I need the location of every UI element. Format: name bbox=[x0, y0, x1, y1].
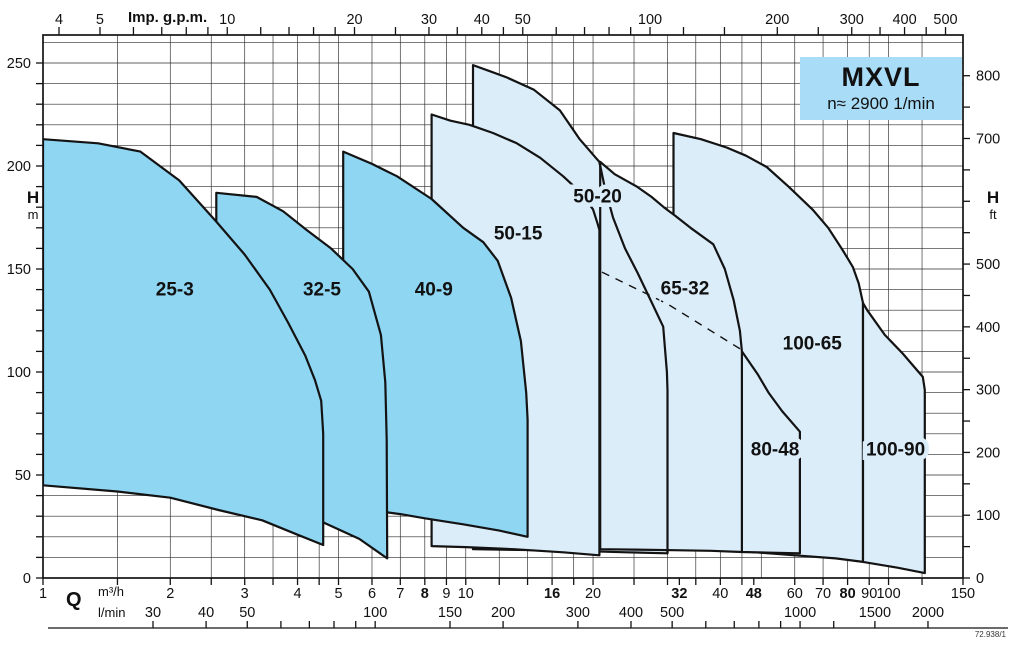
document-reference-code: 72.938/1 bbox=[974, 630, 1006, 639]
bottom-axis-lmin-tick-label: 400 bbox=[619, 605, 643, 621]
envelope-label-50-15: 50-15 bbox=[494, 223, 543, 244]
bottom-axis-m3h-tick-label: 70 bbox=[815, 586, 831, 602]
top-axis-tick-label: 5 bbox=[96, 12, 104, 28]
right-axis-tick-label: 400 bbox=[976, 320, 1000, 336]
left-axis-unit-label: m bbox=[27, 206, 39, 222]
bottom-axis-m3h-tick-label: 1 bbox=[39, 586, 47, 602]
envelope-25-3 bbox=[43, 138, 325, 547]
bottom-axis-lmin-tick-label: 2000 bbox=[912, 605, 944, 621]
right-axis-symbol: H bbox=[986, 188, 1000, 207]
envelope-label-65-32: 65-32 bbox=[661, 278, 710, 299]
bottom-axis-lmin-tick-label: 150 bbox=[438, 605, 462, 621]
top-axis-tick-label: 4 bbox=[55, 12, 63, 28]
bottom-axis-m3h-tick-label: 6 bbox=[368, 586, 376, 602]
left-axis-tick-label: 250 bbox=[7, 56, 31, 72]
bottom-axis-m3h-tick-label: 9 bbox=[442, 586, 450, 602]
bottom-axis-m3h-tick-label: 3 bbox=[241, 586, 249, 602]
envelope-40-9 bbox=[342, 150, 529, 538]
envelope-100-90 bbox=[861, 301, 926, 575]
left-axis-symbol: H bbox=[26, 188, 40, 207]
bottom-axis-lmin-tick-label: 300 bbox=[566, 605, 590, 621]
chart-speed-subtitle: n≈ 2900 1/min bbox=[827, 93, 935, 113]
bottom-axis-m3h-tick-label: 48 bbox=[746, 586, 762, 602]
dashed-guide-line bbox=[601, 271, 746, 353]
bottom-axis-m3h-tick-label: 20 bbox=[585, 586, 601, 602]
bottom-axis-m3h-tick-label: 4 bbox=[293, 586, 301, 602]
bottom-axis-m3h-tick-label: 8 bbox=[421, 586, 429, 602]
right-axis-tick-label: 500 bbox=[976, 257, 1000, 273]
bottom-axis-m3h-tick-label: 2 bbox=[166, 586, 174, 602]
top-axis-tick-label: 200 bbox=[765, 12, 789, 28]
envelope-label-50-20: 50-20 bbox=[573, 187, 622, 208]
bottom-axis-lmin-tick-label: 200 bbox=[491, 605, 515, 621]
bottom-axis-lmin-tick-label: 40 bbox=[198, 605, 214, 621]
title-box-background bbox=[800, 57, 962, 120]
right-axis-tick-label: 100 bbox=[976, 508, 1000, 524]
axis-labels: 4 5 10 20 30 40 50 100 200 300 400 5002502001501005… bbox=[7, 12, 1000, 621]
axis-ticks bbox=[36, 27, 1008, 629]
bottom-axis-lmin-tick-label: 30 bbox=[145, 605, 161, 621]
bottom-axis-lmin-tick-label: 1000 bbox=[784, 605, 816, 621]
bottom-axis-m3h-tick-label: 32 bbox=[671, 586, 687, 602]
top-axis-tick-label: 20 bbox=[346, 12, 362, 28]
top-axis-tick-label: 400 bbox=[892, 12, 916, 28]
top-axis-tick-label: 100 bbox=[638, 12, 662, 28]
envelope-labels: 25-3 32-5 40-9 50-15 50-20 65-32 100-65 80-48 10… bbox=[151, 182, 929, 465]
left-axis-tick-label: 50 bbox=[15, 468, 31, 484]
envelope-label-32-5: 32-5 bbox=[303, 279, 341, 300]
bottom-axis-m3h-tick-label: 5 bbox=[334, 586, 342, 602]
bottom-axis-m3h-tick-label: 16 bbox=[544, 586, 560, 602]
top-axis-tick-label: 50 bbox=[515, 12, 531, 28]
envelope-label-80-48: 80-48 bbox=[751, 440, 800, 461]
bottom-axis-lmin-tick-label: 1500 bbox=[859, 605, 891, 621]
left-axis-tick-label: 100 bbox=[7, 365, 31, 381]
top-axis-tick-label: 30 bbox=[421, 12, 437, 28]
envelope-layer bbox=[43, 63, 926, 575]
envelope-label-100-65: 100-65 bbox=[783, 333, 843, 354]
bottom-axis-m3h-tick-label: 150 bbox=[951, 586, 975, 602]
bottom-axis-m3h-tick-label: 40 bbox=[712, 586, 728, 602]
right-axis-tick-label: 200 bbox=[976, 445, 1000, 461]
chart-title: MXVL bbox=[841, 61, 921, 92]
bottom-axis-lmin-tick-label: 100 bbox=[363, 605, 387, 621]
right-axis-unit: H ft bbox=[976, 188, 1010, 222]
left-axis-tick-label: 200 bbox=[7, 159, 31, 175]
bottom-axis-m3h-tick-label: 7 bbox=[396, 586, 404, 602]
envelope-label-40-9: 40-9 bbox=[415, 279, 453, 300]
bottom-axis-m3h-tick-label: 80 bbox=[840, 586, 856, 602]
right-axis-tick-label: 800 bbox=[976, 69, 1000, 85]
flow-axis-unit-m3h: m³/h bbox=[98, 584, 124, 599]
right-axis-tick-label: 300 bbox=[976, 383, 1000, 399]
right-axis-tick-label: 0 bbox=[976, 571, 984, 587]
envelope-label-100-90: 100-90 bbox=[866, 440, 925, 461]
bottom-axis-m3h-tick-label: 60 bbox=[787, 586, 803, 602]
envelope-label-25-3: 25-3 bbox=[156, 279, 194, 300]
left-axis-unit: H m bbox=[16, 188, 50, 222]
right-axis-tick-label: 700 bbox=[976, 131, 1000, 147]
left-axis-tick-label: 0 bbox=[23, 571, 31, 587]
flow-axis-unit-lmin: l/min bbox=[98, 605, 126, 620]
bottom-axis-m3h-tick-label: 100 bbox=[876, 586, 900, 602]
envelope-80-48 bbox=[740, 350, 801, 555]
bottom-axis-m3h-tick-label: 90 bbox=[861, 586, 877, 602]
title-box: MXVL n≈ 2900 1/min bbox=[800, 57, 962, 120]
top-axis-tick-label: 10 bbox=[219, 12, 235, 28]
bottom-axis-lmin-tick-label: 500 bbox=[660, 605, 684, 621]
bottom-axis-lmin-tick-label: 50 bbox=[239, 605, 255, 621]
top-axis-tick-label: 500 bbox=[933, 12, 957, 28]
top-axis-tick-label: 300 bbox=[840, 12, 864, 28]
right-axis-unit-label: ft bbox=[989, 206, 997, 222]
left-axis-tick-label: 150 bbox=[7, 262, 31, 278]
bottom-axis-m3h-tick-label: 10 bbox=[458, 586, 474, 602]
flow-axis-symbol: Q bbox=[66, 589, 82, 611]
top-axis-tick-label: 40 bbox=[474, 12, 490, 28]
envelope-stroke-32-5 bbox=[215, 191, 389, 560]
envelope-stroke-50-20-right-edge-repaint bbox=[598, 160, 669, 555]
top-axis-title: Imp. g.p.m. bbox=[128, 9, 208, 26]
